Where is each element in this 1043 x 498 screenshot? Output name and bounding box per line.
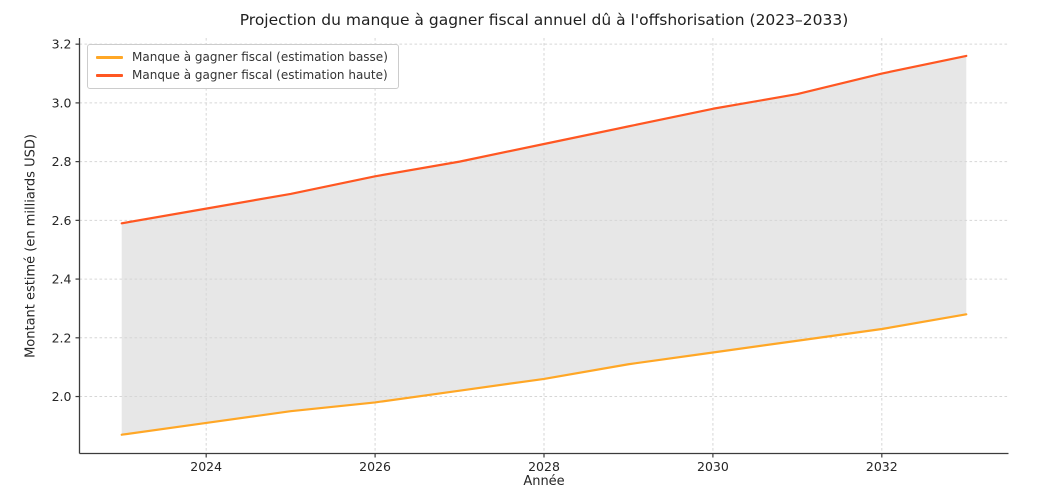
x-tick-label: 2026 (359, 459, 391, 474)
legend-line-swatch-haute (96, 74, 123, 78)
legend-label-basse: Manque à gagner fiscal (estimation basse… (132, 50, 388, 64)
series-line-estimation-haute (120, 54, 968, 225)
x-axis-label: Année (523, 474, 565, 489)
legend-line-swatch-basse (96, 56, 123, 60)
legend: Manque à gagner fiscal (estimation basse… (87, 44, 399, 90)
y-tick-label: 3.0 (52, 95, 72, 110)
legend-item-estimation-basse: Manque à gagner fiscal (estimation basse… (96, 50, 388, 64)
chart-title: Projection du manque à gagner fiscal ann… (239, 11, 849, 29)
x-tick-label: 2028 (528, 459, 560, 474)
y-tick-label: 2.4 (52, 272, 72, 287)
legend-label-haute: Manque à gagner fiscal (estimation haute… (132, 68, 388, 83)
x-tick-label: 2030 (697, 459, 729, 474)
y-tick-label: 3.2 (52, 37, 72, 52)
x-tick-label: 2032 (866, 459, 898, 474)
legend-item-estimation-haute: Manque à gagner fiscal (estimation haute… (96, 68, 388, 83)
series-line-estimation-basse (120, 313, 968, 436)
y-tick-label: 2.0 (52, 389, 72, 404)
y-tick-label: 2.2 (52, 330, 72, 345)
y-axis-label: Montant estimé (en milliards USD) (23, 134, 39, 358)
y-tick-label: 2.8 (52, 154, 72, 169)
y-tick-label: 2.6 (52, 213, 72, 228)
x-tick-label: 2024 (190, 459, 222, 474)
